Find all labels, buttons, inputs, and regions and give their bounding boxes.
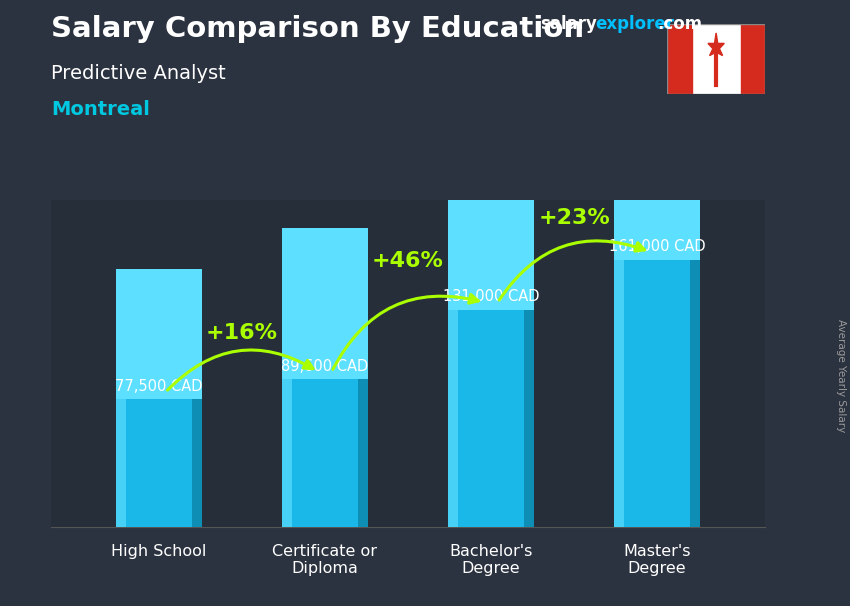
- Bar: [282, 377, 292, 527]
- Bar: [116, 268, 202, 399]
- Bar: [448, 307, 534, 527]
- Text: +16%: +16%: [206, 323, 278, 343]
- Bar: [116, 397, 202, 527]
- Bar: [448, 90, 534, 310]
- Text: Average Yearly Salary: Average Yearly Salary: [836, 319, 846, 432]
- Text: 89,600 CAD: 89,600 CAD: [281, 359, 369, 373]
- Text: 161,000 CAD: 161,000 CAD: [609, 239, 706, 254]
- Bar: [614, 257, 700, 527]
- Bar: [740, 24, 765, 94]
- Text: Montreal: Montreal: [51, 100, 150, 119]
- Text: .com: .com: [657, 15, 702, 33]
- Bar: [614, 0, 700, 261]
- Bar: [690, 257, 700, 527]
- Text: 77,500 CAD: 77,500 CAD: [116, 379, 202, 394]
- Bar: [116, 397, 126, 527]
- Bar: [358, 377, 368, 527]
- Polygon shape: [708, 33, 724, 56]
- Text: Predictive Analyst: Predictive Analyst: [51, 64, 226, 82]
- Text: Salary Comparison By Education: Salary Comparison By Education: [51, 15, 584, 43]
- Bar: [192, 397, 202, 527]
- Bar: [448, 307, 458, 527]
- Text: +23%: +23%: [538, 208, 610, 228]
- Text: +46%: +46%: [372, 251, 444, 271]
- Text: 131,000 CAD: 131,000 CAD: [443, 289, 539, 304]
- Bar: [524, 307, 534, 527]
- Bar: [614, 257, 624, 527]
- Bar: [667, 24, 692, 94]
- Bar: [282, 377, 368, 527]
- Text: salary: salary: [540, 15, 597, 33]
- Bar: [282, 228, 368, 379]
- Text: explorer: explorer: [595, 15, 674, 33]
